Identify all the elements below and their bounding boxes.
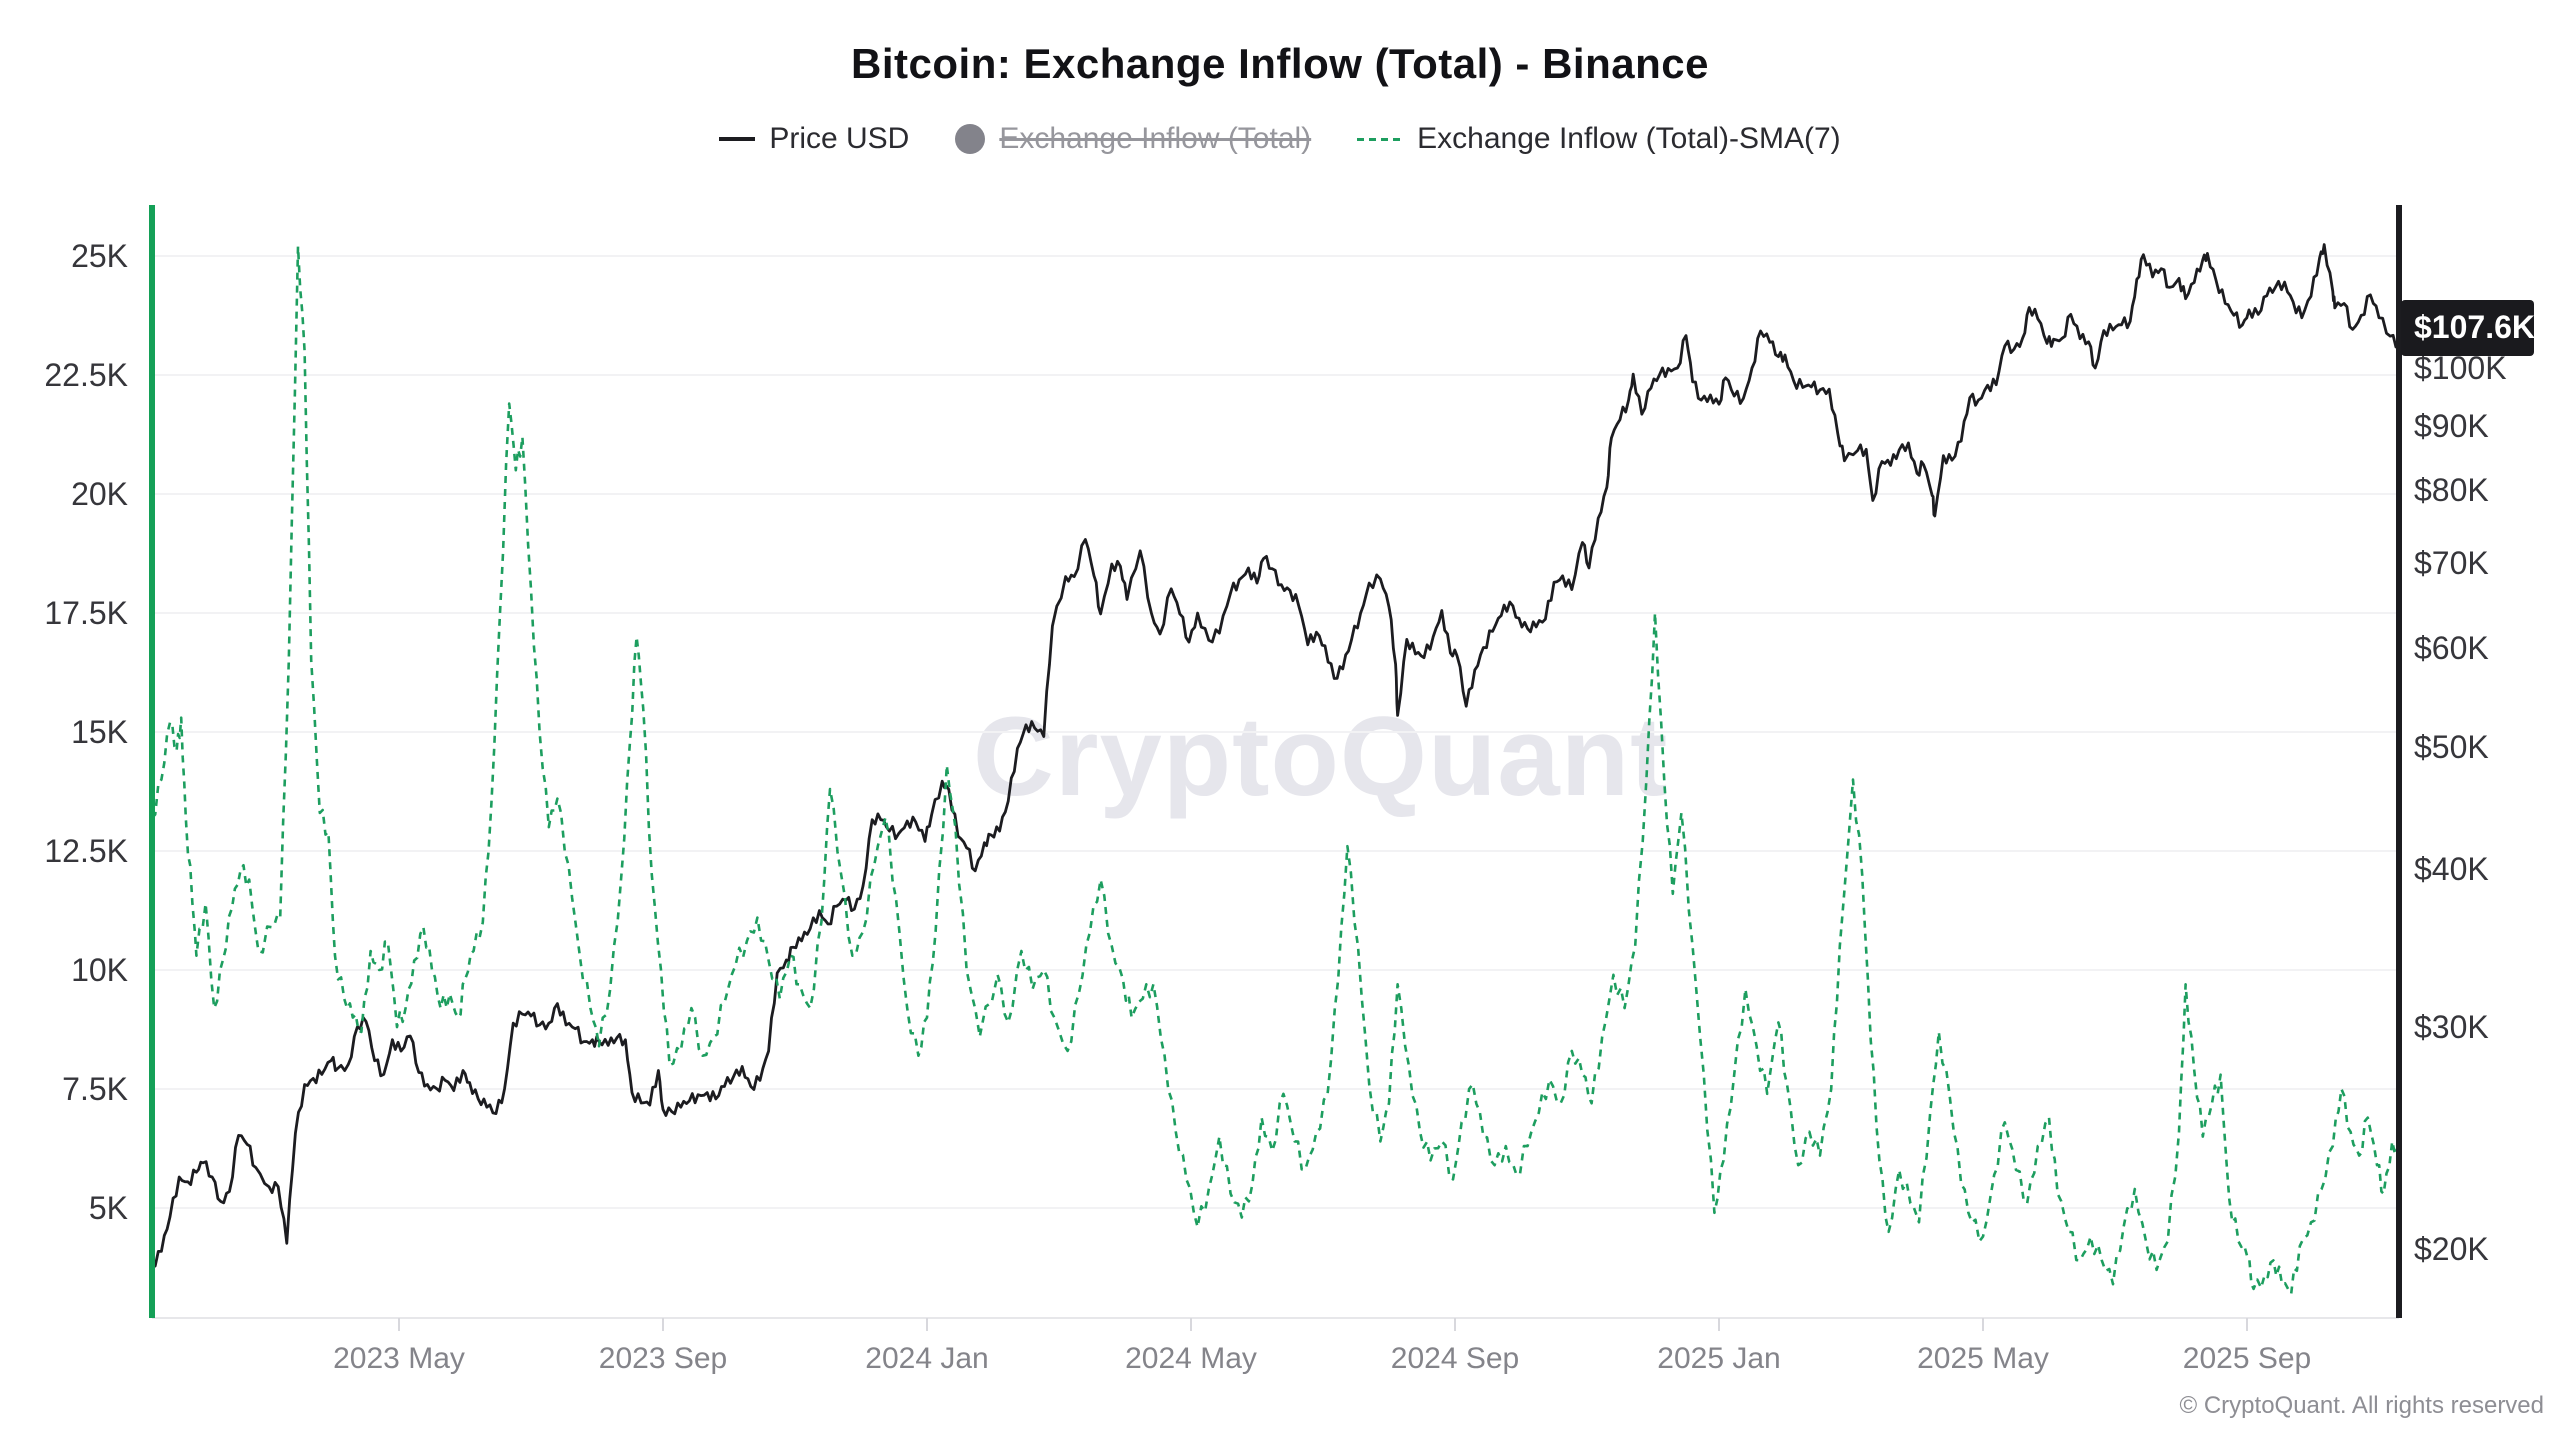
y-axis-tick-label: $30K xyxy=(2414,1008,2489,1045)
y-axis-tick-label: 5K xyxy=(88,1190,128,1226)
y-axis-tick-label: 15K xyxy=(71,714,128,750)
legend-label: Price USD xyxy=(769,122,910,155)
legend-item-exchange-inflow-sma7[interactable]: Exchange Inflow (Total)-SMA(7) xyxy=(1357,122,1841,156)
page-title: Bitcoin: Exchange Inflow (Total) - Binan… xyxy=(851,40,1709,87)
y-axis-tick-label: 7.5K xyxy=(62,1071,128,1107)
y-axis-tick-label: 22.5K xyxy=(44,357,128,393)
y-axis-tick-label: $60K xyxy=(2414,629,2489,666)
legend-item-price-usd[interactable]: Price USD xyxy=(719,122,909,156)
x-axis-tick-label: 2023 May xyxy=(333,1342,465,1375)
y-axis-tick-label: $20K xyxy=(2414,1230,2489,1267)
y-axis-tick-label: 25K xyxy=(71,238,128,274)
x-axis-tick-label: 2025 Sep xyxy=(2182,1342,2312,1375)
y-axis-tick-label: 10K xyxy=(71,952,128,988)
x-axis-tick-label: 2025 Jan xyxy=(1657,1342,1781,1375)
x-axis-tick-label: 2024 Jan xyxy=(865,1342,989,1375)
line-swatch-icon xyxy=(719,137,756,141)
y-axis-tick-label: 12.5K xyxy=(44,833,128,869)
dashed-line-swatch-icon xyxy=(1357,137,1404,141)
y-axis-tick-label: $100K xyxy=(2414,350,2507,386)
legend-label-disabled: Exchange Inflow (Total) xyxy=(999,122,1312,155)
price-badge-value: $107.6K xyxy=(2414,309,2535,346)
copyright: © CryptoQuant. All rights reserved xyxy=(2179,1392,2545,1419)
price-badge: $107.6K xyxy=(2401,299,2535,356)
y-axis-tick-label: $90K xyxy=(2414,407,2489,444)
y-axis-tick-label: $80K xyxy=(2414,472,2489,509)
x-axis-tick-label: 2023 Sep xyxy=(598,1342,728,1375)
legend-item-exchange-inflow-total[interactable]: Exchange Inflow (Total) xyxy=(955,122,1311,156)
y-axis-tick-label: $50K xyxy=(2414,729,2489,766)
circle-swatch-icon xyxy=(955,124,986,154)
y-axis-tick-label: 20K xyxy=(71,476,128,512)
series-price xyxy=(151,243,2401,1270)
y-axis-tick-label: 17.5K xyxy=(44,595,128,631)
series-inflow-sma xyxy=(151,245,2401,1295)
x-axis-tick-label: 2024 Sep xyxy=(1390,1342,1520,1375)
x-axis-tick-label: 2025 May xyxy=(1917,1342,2049,1375)
legend-label: Exchange Inflow (Total)-SMA(7) xyxy=(1417,122,1841,155)
y-axis-tick-label: $70K xyxy=(2414,545,2489,582)
legend: Price USD Exchange Inflow (Total) Exchan… xyxy=(0,122,2560,156)
y-axis-tick-label: $40K xyxy=(2414,851,2489,888)
x-axis-tick-label: 2024 May xyxy=(1125,1342,1257,1375)
